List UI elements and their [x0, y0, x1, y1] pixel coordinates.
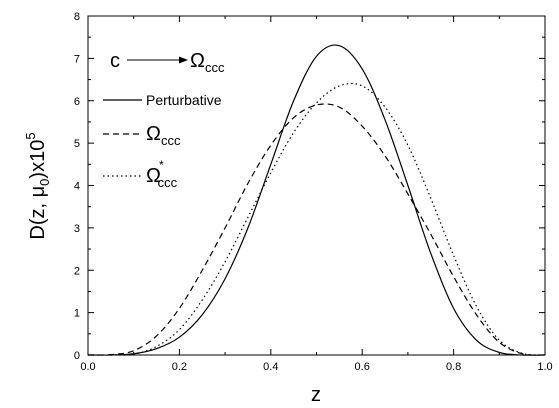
y-tick-label: 2	[74, 265, 80, 277]
legend-omega-ccc-star-main: Ω	[146, 165, 161, 187]
x-tick-label: 1.0	[537, 361, 552, 373]
series-perturbative-line	[87, 44, 546, 356]
series-group	[87, 44, 546, 356]
annotation-to-main: Ω	[190, 50, 205, 72]
legend-omega-ccc-sub: ccc	[161, 133, 181, 148]
annotation-arrow-head	[179, 56, 188, 64]
y-tick-label: 0	[74, 350, 80, 362]
x-tick-label: 0.4	[263, 361, 278, 373]
decay-annotation: c Ωccc	[110, 50, 225, 75]
y-tick-label: 1	[74, 308, 80, 320]
y-tick-label: 3	[74, 223, 80, 235]
x-tick-label: 0.8	[446, 361, 461, 373]
legend-omega-ccc-main: Ω	[146, 123, 161, 145]
y-axis-title-main: D(z, μ	[27, 186, 49, 240]
legend-omega-ccc-star-sub: ccc	[158, 175, 178, 190]
y-axis-title-sup: 5	[23, 132, 38, 139]
legend-label-perturbative: Perturbative	[146, 92, 222, 108]
y-tick-label: 7	[74, 53, 80, 65]
legend: Perturbative Ωccc Ω* ccc	[103, 92, 222, 190]
y-axis-title-sub: 0	[37, 179, 52, 186]
annotation-to-sub: ccc	[205, 60, 225, 75]
legend-label-omega-ccc: Ωccc	[146, 123, 181, 148]
y-tick-label: 5	[74, 138, 80, 150]
series-omega-ccc-star-line	[87, 82, 546, 356]
y-axis: 0 1 2 3 4 5 6 7 8	[74, 11, 545, 362]
annotation-from: c	[110, 50, 120, 72]
y-axis-title: D(z, μ0)x105	[23, 132, 52, 239]
y-tick-label: 6	[74, 96, 80, 108]
y-tick-label: 4	[74, 181, 80, 193]
x-axis-title: z	[311, 384, 321, 406]
legend-label-omega-ccc-star: Ω* ccc	[146, 158, 178, 190]
x-tick-label: 0.0	[80, 361, 95, 373]
x-axis: 0.0 0.2 0.4 0.6 0.8 1.0	[80, 16, 553, 373]
y-tick-label: 8	[74, 11, 80, 23]
series-omega-ccc-line	[87, 103, 546, 356]
legend-omega-ccc-star-sup: *	[159, 158, 164, 172]
x-tick-label: 0.2	[172, 361, 187, 373]
y-axis-title-tail: )x10	[27, 140, 49, 179]
annotation-to: Ωccc	[190, 50, 225, 75]
x-tick-label: 0.6	[355, 361, 370, 373]
